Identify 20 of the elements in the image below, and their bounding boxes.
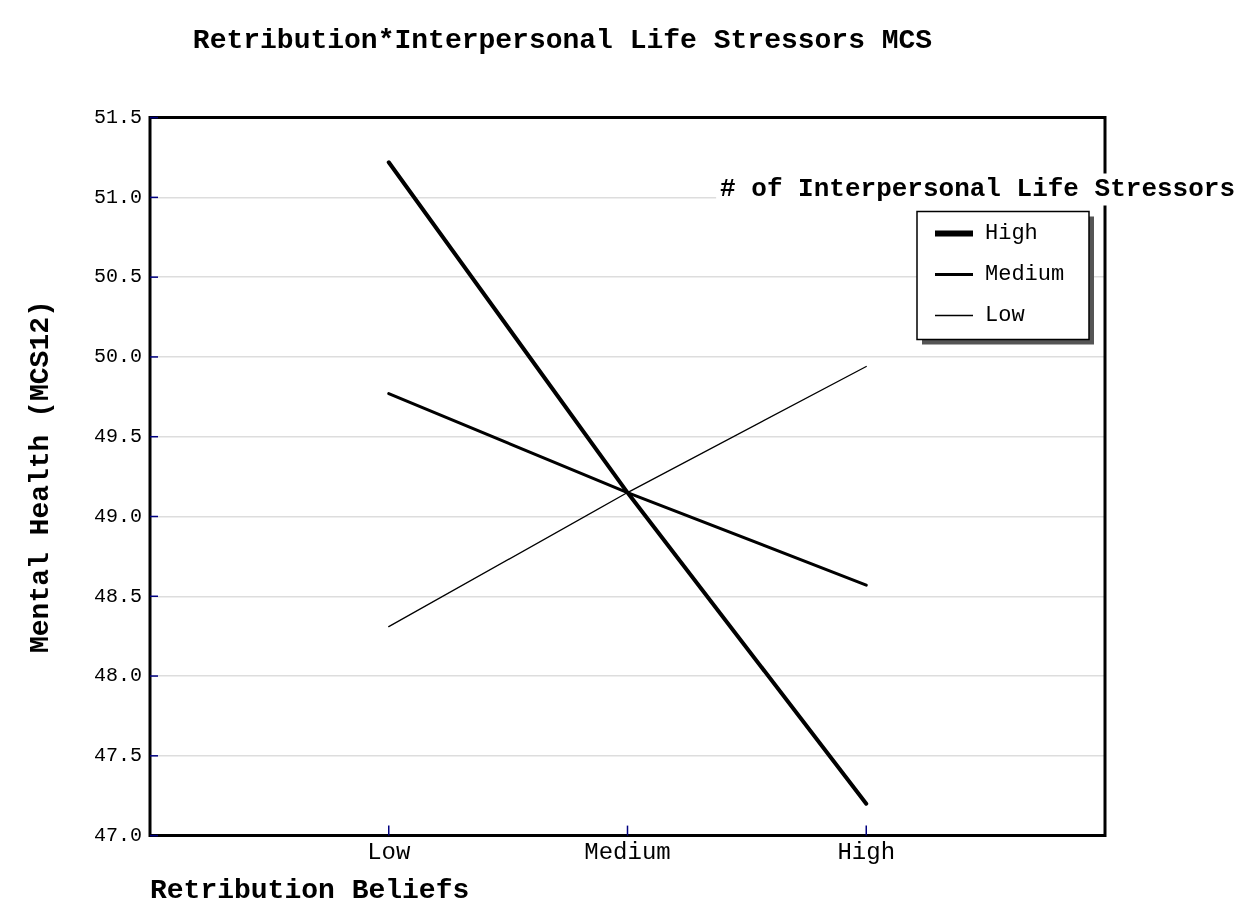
y-tick-label: 49.0 — [93, 504, 142, 528]
y-axis-title: Mental Health (MCS12) — [24, 300, 56, 654]
y-tick-label: 47.5 — [93, 744, 142, 768]
y-tick-label: 48.5 — [93, 584, 142, 608]
legend-label: Medium — [985, 262, 1065, 288]
y-tick-label: 50.0 — [93, 345, 142, 369]
x-axis-title: Retribution Beliefs — [150, 875, 470, 907]
y-tick-label: 51.5 — [93, 105, 142, 129]
y-tick-label: 50.5 — [93, 265, 142, 289]
legend-label: High — [985, 221, 1038, 247]
x-tick-label: Low — [367, 839, 411, 867]
legend-label: Low — [985, 303, 1025, 329]
x-tick-label: Medium — [584, 839, 671, 867]
y-tick-label: 51.0 — [93, 185, 142, 209]
chart-title: Retribution*Interpersonal Life Stressors MCS — [192, 24, 933, 56]
legend-title: # of Interpersonal Life Stressors — [720, 174, 1235, 205]
x-tick-label: High — [837, 839, 896, 867]
y-tick-label: 48.0 — [93, 664, 142, 688]
y-tick-label: 49.5 — [93, 425, 142, 449]
y-tick-label: 47.0 — [93, 823, 142, 847]
